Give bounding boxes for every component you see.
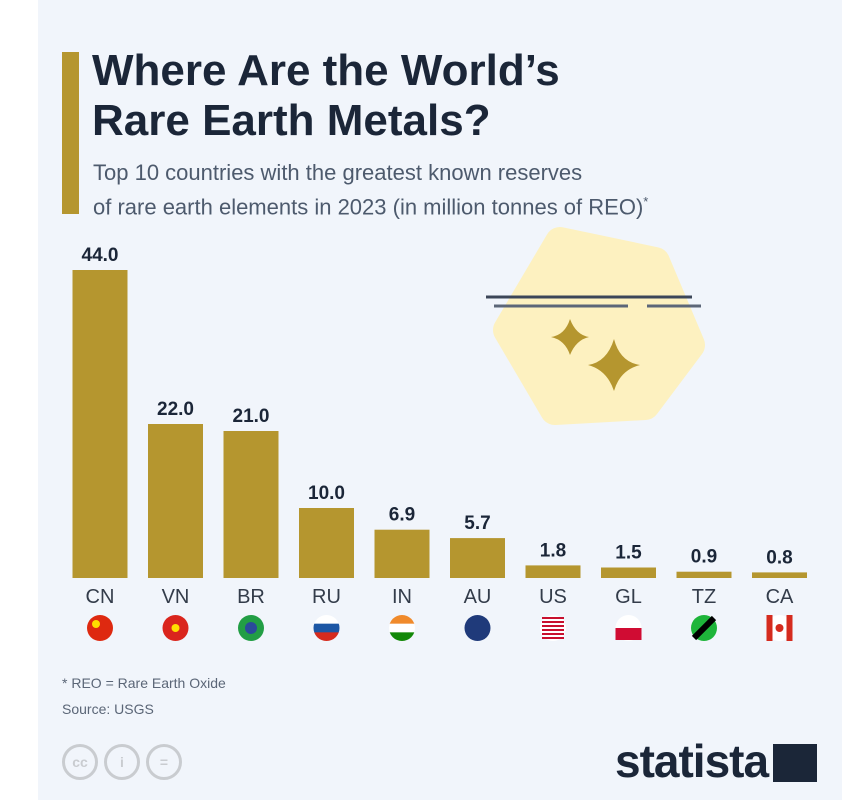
value-label: 22.0 bbox=[157, 399, 194, 420]
bar-AU bbox=[450, 538, 505, 578]
category-label: CA bbox=[766, 586, 794, 608]
bar-BR bbox=[223, 431, 279, 578]
subtitle-line-2: of rare earth elements in 2023 (in milli… bbox=[93, 194, 644, 220]
bar-IN bbox=[374, 529, 430, 578]
bar-CN bbox=[72, 270, 128, 578]
bar-US bbox=[525, 565, 581, 578]
value-label: 10.0 bbox=[308, 483, 345, 504]
subtitle-line-1: Top 10 countries with the greatest known… bbox=[93, 160, 583, 185]
flag-stripe bbox=[542, 621, 564, 623]
subtitle-footnote-mark: * bbox=[643, 194, 649, 209]
cc-icon[interactable]: cc bbox=[62, 744, 98, 780]
value-label: 0.8 bbox=[766, 547, 792, 568]
value-label: 0.9 bbox=[691, 547, 717, 568]
flag-stripe bbox=[313, 632, 340, 641]
bar-CA bbox=[752, 572, 807, 578]
category-label: RU bbox=[312, 586, 341, 608]
footnote: * REO = Rare Earth Oxide bbox=[62, 675, 226, 691]
sparkle-icon bbox=[551, 319, 589, 355]
flag-stripe bbox=[542, 633, 564, 635]
value-label: 44.0 bbox=[82, 245, 119, 266]
category-label: CN bbox=[86, 586, 115, 608]
category-label: US bbox=[539, 586, 567, 608]
chart-subtitle: Top 10 countries with the greatest known… bbox=[93, 158, 813, 221]
source: Source: USGS bbox=[62, 701, 154, 717]
flag-stripe bbox=[313, 615, 340, 625]
flag-half bbox=[615, 628, 642, 640]
flag-globe bbox=[245, 622, 257, 634]
flag-stripe bbox=[313, 623, 340, 633]
flag-leaf bbox=[775, 624, 784, 632]
sparkle-illustration bbox=[486, 227, 705, 425]
category-label: TZ bbox=[692, 586, 716, 608]
no-derivatives-icon[interactable]: = bbox=[146, 744, 182, 780]
sparkle-icon bbox=[588, 339, 640, 391]
bar-RU bbox=[299, 508, 354, 578]
bar-VN bbox=[148, 424, 203, 578]
flag-stripe bbox=[389, 632, 415, 641]
statista-logo[interactable]: statista bbox=[615, 735, 769, 787]
bar-GL bbox=[601, 567, 656, 578]
statista-logo-mark bbox=[773, 744, 817, 782]
flag-band bbox=[766, 615, 773, 641]
flag-star bbox=[171, 624, 180, 632]
category-label: GL bbox=[615, 586, 642, 608]
flag-stripe bbox=[542, 629, 564, 631]
flag-stripe bbox=[389, 623, 415, 633]
title-accent-bar bbox=[62, 52, 79, 214]
flag-stripe bbox=[542, 625, 564, 627]
category-label: IN bbox=[392, 586, 412, 608]
flag-stripe bbox=[389, 615, 415, 625]
attribution-icon[interactable]: i bbox=[104, 744, 140, 780]
flag-band bbox=[691, 615, 717, 641]
category-label: BR bbox=[237, 586, 265, 608]
flag-band bbox=[786, 615, 793, 641]
flag-stripe bbox=[542, 637, 564, 639]
flag-star bbox=[92, 620, 100, 628]
bar-TZ bbox=[676, 571, 732, 578]
value-label: 21.0 bbox=[233, 406, 270, 427]
title-line-1: Where Are the World’s bbox=[92, 46, 560, 95]
value-label: 6.9 bbox=[389, 505, 415, 526]
hexagon-blob bbox=[493, 227, 705, 425]
value-label: 5.7 bbox=[464, 513, 490, 534]
title-line-2: Rare Earth Metals? bbox=[92, 96, 491, 145]
infographic-card bbox=[38, 0, 842, 800]
flag-stripe bbox=[542, 617, 564, 619]
chart-title: Where Are the World’s Rare Earth Metals? bbox=[92, 46, 692, 146]
flag-cn-icon bbox=[87, 615, 113, 641]
value-label: 1.8 bbox=[540, 540, 566, 561]
value-label: 1.5 bbox=[615, 543, 642, 564]
category-label: VN bbox=[162, 586, 190, 608]
license-icons: cc i = bbox=[62, 744, 182, 780]
flag-au-icon bbox=[464, 615, 491, 641]
category-label: AU bbox=[464, 586, 492, 608]
